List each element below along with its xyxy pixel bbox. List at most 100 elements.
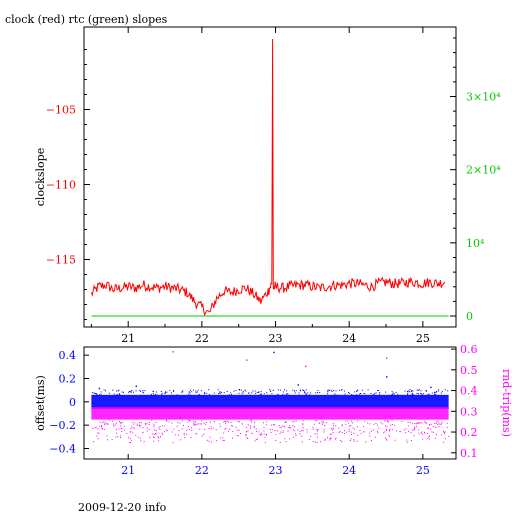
rndtrip-series-point [186, 433, 188, 435]
rndtrip-series-point [420, 421, 422, 423]
offset-series-point [226, 391, 228, 392]
offset-series-point [248, 392, 249, 394]
offset-series-point [129, 391, 131, 393]
rndtrip-series-point [297, 429, 299, 431]
rndtrip-series-point [199, 428, 201, 430]
offset-series-point [416, 389, 418, 391]
rndtrip-series-point [249, 420, 251, 422]
rndtrip-series-point [277, 430, 279, 432]
rndtrip-series-point [189, 429, 191, 430]
rndtrip-series-point [352, 422, 354, 424]
rndtrip-series-point [433, 426, 435, 427]
rndtrip-series-outlier [172, 351, 174, 353]
rndtrip-series-point [435, 422, 437, 424]
rndtrip-series-point [134, 422, 136, 424]
rndtrip-series-point [363, 426, 365, 428]
rndtrip-series-point [413, 435, 415, 437]
rndtrip-series-point [333, 425, 335, 427]
offset-series-point [170, 392, 172, 394]
top-y2-tick-label: 3×10⁴ [466, 91, 501, 104]
offset-series-point [409, 394, 411, 396]
rndtrip-series-point [385, 437, 386, 439]
rndtrip-series-point [281, 425, 283, 427]
offset-series-point [437, 390, 439, 392]
rndtrip-series-point [121, 428, 123, 430]
offset-series-point [377, 390, 379, 392]
offset-series-point [304, 390, 306, 392]
rndtrip-series-point [292, 425, 294, 427]
rndtrip-series-point [429, 435, 430, 437]
offset-series-outlier [273, 351, 275, 354]
offset-series-point [241, 393, 243, 395]
rndtrip-series-point [284, 438, 286, 440]
rndtrip-series-point [222, 437, 224, 439]
offset-series-point [144, 390, 146, 392]
rndtrip-series-point [146, 427, 148, 429]
offset-series-point [279, 389, 281, 391]
rndtrip-series-point [95, 426, 97, 428]
rndtrip-series-point [316, 430, 318, 432]
rndtrip-series-outlier [386, 357, 388, 359]
rndtrip-series-point [194, 423, 196, 425]
rndtrip-series-point [317, 429, 319, 431]
offset-series-outlier [430, 386, 432, 389]
rndtrip-series-point [330, 437, 332, 439]
rndtrip-series-point [384, 420, 386, 422]
rndtrip-series-point [313, 423, 315, 425]
rndtrip-series-point [323, 420, 324, 422]
offset-series-point [286, 393, 288, 395]
rndtrip-series-point [164, 425, 166, 427]
rndtrip-series-point [247, 430, 249, 432]
rndtrip-series-point [444, 433, 446, 435]
offset-series-point [272, 389, 274, 391]
offset-series-point [259, 394, 261, 396]
rndtrip-series-point [396, 430, 398, 432]
rndtrip-series-point [149, 421, 150, 423]
offset-series-point [142, 391, 144, 393]
rndtrip-series-point [316, 420, 318, 422]
rndtrip-series-point [120, 435, 122, 437]
offset-series-point [219, 391, 221, 393]
rndtrip-series-point [129, 431, 131, 433]
rndtrip-series-point [263, 426, 265, 428]
rndtrip-series-point [350, 431, 352, 433]
offset-series-point [105, 390, 106, 392]
offset-series-point [427, 393, 429, 395]
offset-series-point [277, 389, 279, 391]
offset-series-point [310, 392, 312, 394]
rndtrip-series-point [139, 426, 141, 428]
rndtrip-series-point [316, 433, 318, 435]
offset-series-point [294, 392, 296, 394]
rndtrip-series-point [255, 438, 257, 440]
offset-series-point [372, 394, 374, 396]
rndtrip-series-point [282, 430, 284, 432]
rndtrip-series-point [285, 421, 287, 423]
rndtrip-series-point [356, 426, 358, 428]
rndtrip-series-point [265, 434, 267, 435]
rndtrip-series-point [394, 439, 396, 441]
offset-series-point [92, 392, 94, 394]
offset-series-point [359, 393, 361, 395]
offset-series-point [361, 389, 363, 391]
rndtrip-series-point [210, 428, 212, 430]
rndtrip-series-point [261, 432, 262, 434]
rndtrip-series-point [253, 425, 255, 427]
rndtrip-series-point [240, 433, 241, 434]
offset-series-point [351, 394, 353, 395]
rndtrip-series-point [199, 423, 201, 425]
rndtrip-series-point [353, 428, 355, 430]
rndtrip-series-point [103, 420, 105, 422]
rndtrip-series-point [371, 440, 372, 442]
rndtrip-series-point [353, 432, 355, 434]
rndtrip-series-point [316, 442, 318, 443]
offset-series-point [392, 392, 394, 394]
rndtrip-series-point [278, 425, 280, 427]
offset-series-point [139, 389, 141, 391]
rndtrip-series-point [180, 439, 182, 441]
rndtrip-series-point [275, 440, 277, 441]
offset-series-point [418, 393, 419, 395]
offset-series-point [375, 392, 377, 394]
rndtrip-series-point [186, 429, 188, 431]
rndtrip-series-point [223, 439, 225, 441]
offset-series-point [360, 393, 362, 395]
